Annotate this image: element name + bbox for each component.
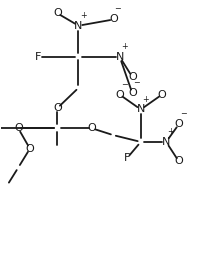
Text: F: F bbox=[124, 153, 130, 163]
Text: O: O bbox=[128, 72, 137, 82]
Text: N: N bbox=[116, 52, 124, 62]
Text: O: O bbox=[174, 119, 183, 129]
Text: O: O bbox=[53, 103, 62, 113]
Text: O: O bbox=[14, 123, 23, 133]
Text: O: O bbox=[53, 8, 62, 18]
Text: +: + bbox=[142, 94, 149, 103]
Text: O: O bbox=[25, 144, 34, 154]
Text: O: O bbox=[158, 90, 166, 100]
Text: N: N bbox=[162, 137, 170, 147]
Text: N: N bbox=[74, 21, 83, 31]
Text: O: O bbox=[115, 90, 124, 100]
Text: −: − bbox=[115, 5, 121, 14]
Text: O: O bbox=[88, 123, 97, 133]
Text: +: + bbox=[80, 11, 86, 20]
Text: −: − bbox=[180, 109, 187, 118]
Text: +: + bbox=[168, 127, 174, 136]
Text: O: O bbox=[109, 14, 118, 25]
Text: +: + bbox=[121, 42, 128, 51]
Text: −: − bbox=[121, 80, 128, 89]
Text: −: − bbox=[134, 78, 140, 87]
Text: O: O bbox=[128, 88, 137, 98]
Text: F: F bbox=[35, 52, 42, 62]
Text: O: O bbox=[174, 156, 183, 166]
Text: N: N bbox=[137, 105, 145, 114]
